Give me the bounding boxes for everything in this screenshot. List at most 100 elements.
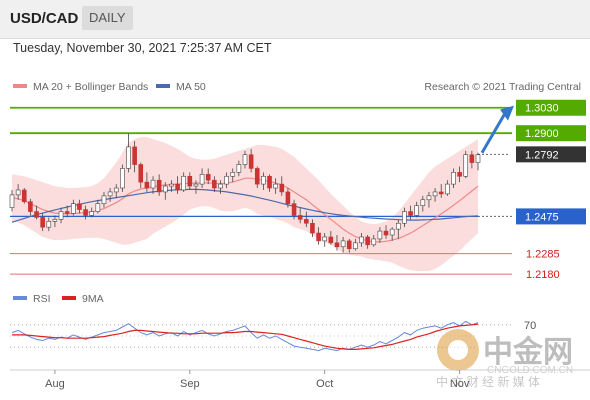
candle [420,195,426,212]
ma50-legend-label: MA 50 [176,81,206,93]
candle-body [353,242,358,250]
candle-body [77,203,82,210]
candle-body [28,201,33,212]
candle [199,168,205,189]
candle [353,238,358,251]
candle [95,199,101,214]
timeframe-badge[interactable]: DAILY [82,6,133,30]
candle [463,150,469,179]
candle [132,141,137,173]
candle [402,207,407,228]
candle-body [408,211,413,216]
candle [469,150,475,169]
pivot-label: 1.2475 [525,211,559,223]
candle-body [261,175,266,185]
candle [34,205,39,220]
candle-body [95,203,101,212]
candle [395,219,401,239]
candle-body [383,230,389,236]
candle-body [420,199,426,206]
copyright-text: Research © 2021 Trading Central [424,81,581,93]
candle-body [297,215,303,220]
resistance-label-box [516,99,586,116]
candle [218,180,223,194]
candle-body [285,191,291,204]
current-label: 1.2792 [525,149,559,161]
candle-body [475,154,481,163]
candle [205,168,211,185]
level-labels: 1.3030 1.2900 1.2792 1.2475 1.2285 1.2180 [516,99,586,281]
candle [248,148,254,173]
candle-body [267,175,272,189]
support-label: 1.2285 [526,249,560,261]
rsi-line [11,320,479,352]
candle [254,166,260,189]
candle [120,164,125,192]
candle-body [64,211,70,214]
candle-body [432,191,438,197]
candle-body [132,146,137,165]
candle-body [273,183,278,189]
candle-body [120,168,125,189]
candle-body [169,183,174,187]
candle [359,233,364,247]
candle-body [310,222,315,234]
candle-body [365,236,370,246]
arrow-shaft [480,110,508,154]
candle [322,233,328,247]
x-tick-label: Nov [450,378,470,390]
resistance-label: 1.3030 [525,103,559,115]
candle [15,184,21,200]
ma50-line [11,188,479,223]
candle-body [438,191,444,195]
watermark-logo-inner [448,340,468,360]
candle [291,199,297,220]
candle-body [377,230,383,240]
candle [242,150,248,169]
candle [156,174,162,196]
rsi-ma-line [12,323,479,350]
support-label: 1.2180 [526,269,560,281]
candle [9,189,15,212]
candle [389,227,395,241]
candle [371,235,377,247]
candle-body [328,236,334,244]
rsi-panel: 70 [10,320,536,352]
candle-body [162,185,168,193]
candle-body [469,154,475,163]
candle [77,199,82,214]
candle-body [46,221,52,228]
candle [46,217,52,232]
candle-body [126,146,131,169]
candle-body [205,174,211,181]
candle-body [248,154,254,169]
candle [383,225,389,239]
candle-body [340,240,346,248]
candle-body [236,164,242,173]
candle [451,168,456,189]
timestamp: Tuesday, November 30, 2021 7:25:37 AM CE… [13,41,272,55]
candle [113,184,119,198]
candle-body [21,189,27,203]
candle [377,227,383,243]
candle-body [402,211,407,224]
candle-body [156,179,162,193]
candle [279,176,285,196]
candle-body [279,183,285,193]
candle-body [389,228,395,236]
candle-body [150,179,156,189]
candle [273,178,278,194]
candle [144,172,150,192]
candle [346,238,352,253]
candle-body [322,236,328,242]
candle [365,235,370,249]
candle-body [83,209,88,216]
resistance-label-box [516,125,586,142]
candle [304,211,309,228]
x-axis: Aug Sep Oct Nov [10,369,590,390]
x-tick-label: Aug [45,378,65,390]
rsi-level-70-label: 70 [524,320,536,332]
candle-body [113,187,119,193]
candle-body [346,240,352,250]
